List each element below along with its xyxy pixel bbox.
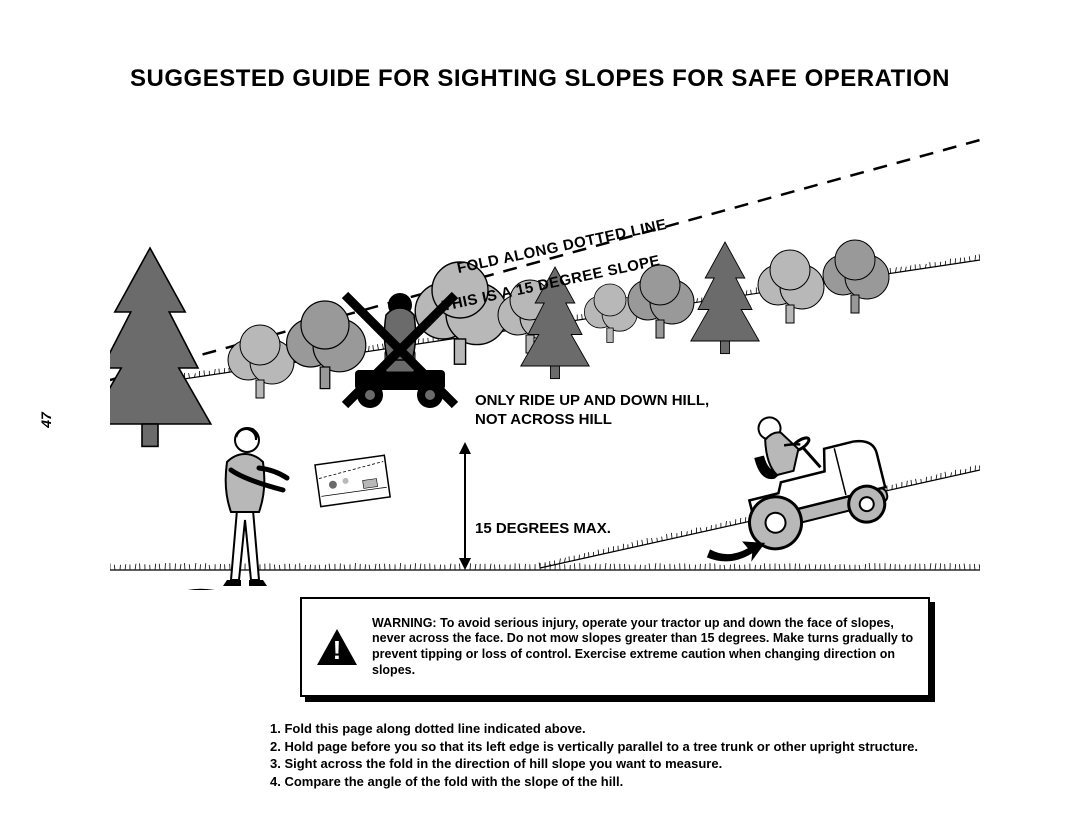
step-item: 1. Fold this page along dotted line indi… <box>270 720 930 738</box>
warning-icon: ! <box>316 628 358 666</box>
step-item: 2. Hold page before you so that its left… <box>270 738 930 756</box>
instruction-steps: 1. Fold this page along dotted line indi… <box>270 720 930 790</box>
svg-text:!: ! <box>333 635 342 665</box>
warning-box: ! WARNING: To avoid serious injury, oper… <box>300 597 930 697</box>
page-number: 47 <box>38 412 54 428</box>
max-angle-label: 15 DEGREES MAX. <box>475 520 611 537</box>
step-item: 4. Compare the angle of the fold with th… <box>270 773 930 791</box>
step-item: 3. Sight across the fold in the directio… <box>270 755 930 773</box>
page-title: SUGGESTED GUIDE FOR SIGHTING SLOPES FOR … <box>0 65 1080 93</box>
warning-text: WARNING: To avoid serious injury, operat… <box>372 616 914 679</box>
ride-direction-label: ONLY RIDE UP AND DOWN HILL, NOT ACROSS H… <box>475 392 709 430</box>
